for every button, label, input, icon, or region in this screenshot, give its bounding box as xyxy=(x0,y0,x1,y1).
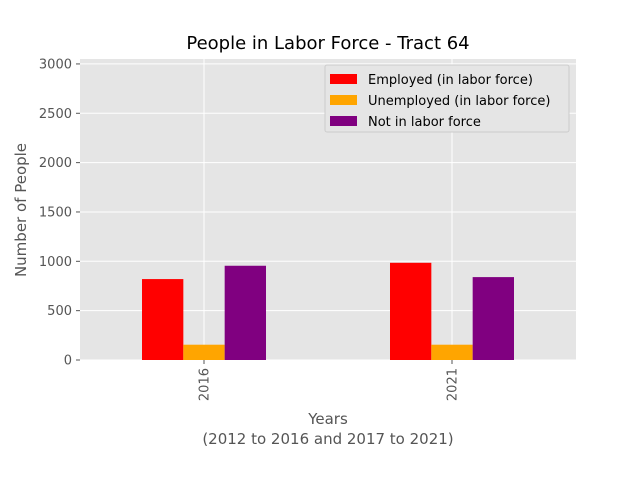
y-tick-label: 1500 xyxy=(39,205,72,220)
chart-title: People in Labor Force - Tract 64 xyxy=(186,33,469,54)
bar xyxy=(390,262,432,360)
y-tick-label: 0 xyxy=(64,354,72,369)
x-tick-label: 2016 xyxy=(198,368,213,401)
legend-swatch xyxy=(330,95,357,105)
legend-box xyxy=(324,64,570,133)
legend-swatch xyxy=(330,74,357,84)
x-tick-label: 2021 xyxy=(446,368,461,401)
y-axis-ticks: 0 500 1000 1500 2000 2500 3000 xyxy=(39,57,80,369)
bar xyxy=(472,277,514,360)
y-tick-label: 1000 xyxy=(39,255,72,270)
y-axis-label: Number of People xyxy=(12,143,30,277)
bar xyxy=(431,344,473,360)
legend-swatch xyxy=(330,116,357,126)
x-axis-label: Years xyxy=(307,410,348,428)
x-axis-sublabel: (2012 to 2016 and 2017 to 2021) xyxy=(202,430,453,448)
legend: Employed (in labor force) Unemployed (in … xyxy=(324,64,570,133)
y-tick-label: 2500 xyxy=(39,107,72,122)
bar xyxy=(142,279,184,360)
legend-entry: Employed (in labor force) xyxy=(368,73,533,88)
y-tick-label: 3000 xyxy=(39,57,72,72)
bar xyxy=(224,265,266,360)
y-tick-label: 500 xyxy=(47,304,72,319)
legend-entry: Unemployed (in labor force) xyxy=(368,94,550,109)
bar xyxy=(183,344,225,360)
bars xyxy=(142,262,514,360)
y-tick-label: 2000 xyxy=(39,156,72,171)
legend-entry: Not in labor force xyxy=(368,115,481,130)
x-axis-ticks: 2016 2021 xyxy=(198,360,461,401)
